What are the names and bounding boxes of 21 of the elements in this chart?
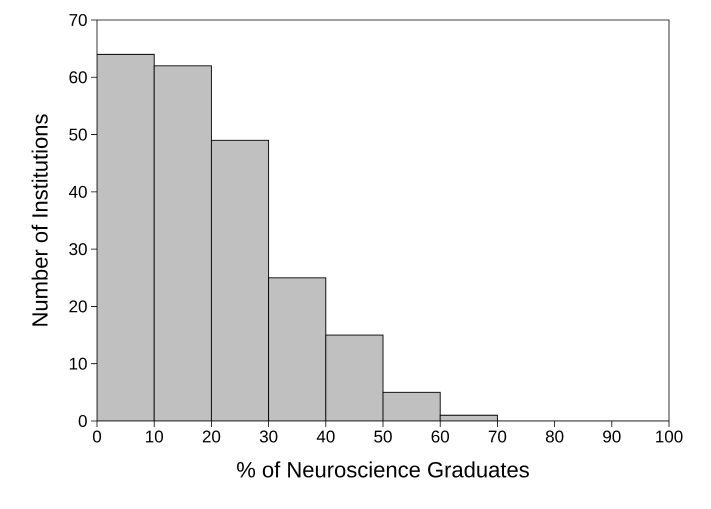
x-tick-label: 100 <box>656 430 683 443</box>
x-tick-label: 10 <box>146 430 163 443</box>
y-tick-label: 30 <box>69 243 87 256</box>
x-axis-title: % of Neuroscience Graduates <box>237 461 529 478</box>
y-tick-label: 70 <box>69 14 87 26</box>
x-tick-label: 60 <box>432 430 449 443</box>
y-tick-label: 50 <box>69 128 87 141</box>
y-tick-label: 20 <box>69 300 87 312</box>
y-axis-title: Number of Institutions <box>32 114 48 326</box>
y-tick-label: 60 <box>69 71 87 84</box>
y-tick-label: 0 <box>78 414 87 428</box>
y-tick-label: 10 <box>70 358 87 370</box>
x-tick-label: 80 <box>546 430 564 443</box>
x-tick-label: 40 <box>316 430 335 443</box>
x-tick-label: 0 <box>92 430 102 443</box>
x-tick-label: 50 <box>374 430 392 443</box>
x-tick-label: 70 <box>488 430 506 443</box>
x-tick-label: 90 <box>603 430 621 443</box>
y-tick-label: 40 <box>68 186 87 198</box>
x-tick-label: 20 <box>202 430 220 443</box>
x-tick-label: 30 <box>260 430 278 443</box>
